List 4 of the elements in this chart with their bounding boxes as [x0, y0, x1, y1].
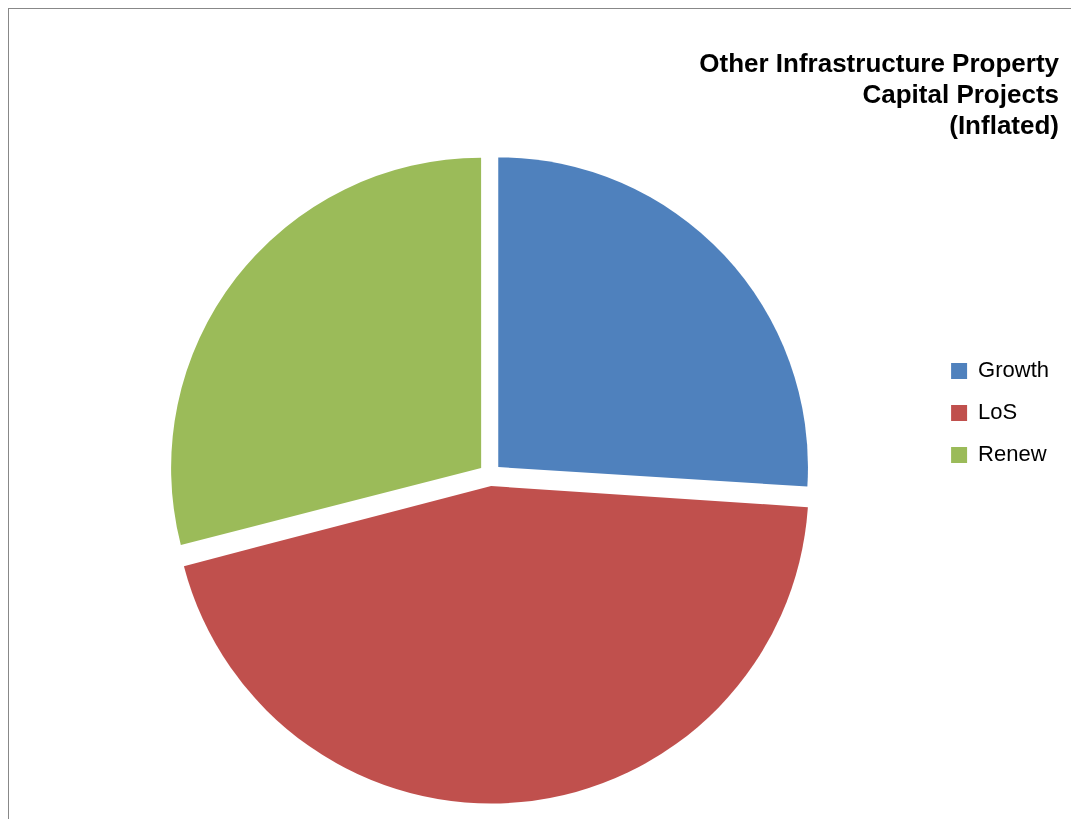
chart-title: Other Infrastructure Property Capital Projects (Inflated): [699, 47, 1060, 141]
legend-label: Renew: [978, 441, 1047, 467]
legend-label: LoS: [978, 399, 1018, 425]
legend-label: Growth: [978, 357, 1050, 383]
